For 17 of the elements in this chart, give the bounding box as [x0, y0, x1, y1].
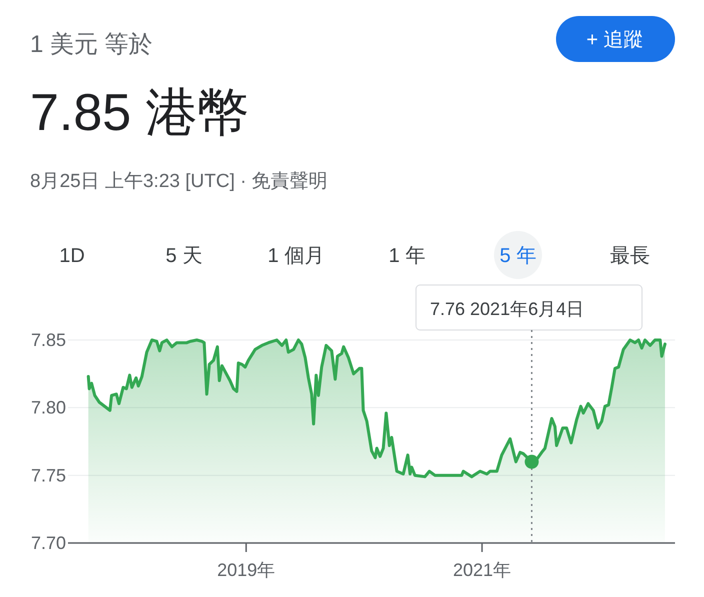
chart-subtitle: 1 美元 等於	[30, 31, 153, 58]
y-tick-label: 7.70	[30, 533, 66, 553]
text: 1 年	[388, 245, 426, 267]
x-tick-label: 2021年	[453, 560, 512, 580]
text: 5 年	[500, 245, 536, 267]
text: 最長	[610, 245, 650, 267]
text: + 追蹤	[586, 29, 644, 51]
y-tick-label: 7.80	[30, 398, 66, 418]
text: 1 個月	[268, 245, 324, 267]
y-tick-label: 7.85	[30, 330, 66, 350]
text: 5 天	[166, 245, 202, 267]
text: 8月25日 上午3:23 [UTC] · 免責聲明	[30, 171, 328, 192]
y-tick-label: 7.75	[30, 465, 66, 486]
x-tick-label: 2019年	[217, 560, 276, 580]
text: 7.76 2021年6月4日	[430, 299, 584, 319]
chart-title: 7.85 港幣	[30, 84, 250, 142]
text: 1D	[59, 245, 85, 267]
